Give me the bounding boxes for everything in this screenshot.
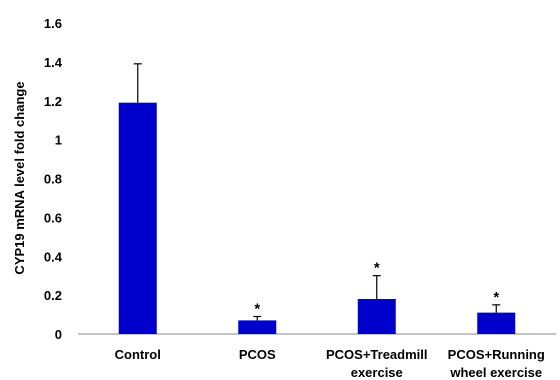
error-bars — [133, 63, 501, 321]
y-tick-label: 1 — [55, 133, 62, 148]
y-tick-label: 1.6 — [44, 16, 62, 31]
significance-asterisk: * — [374, 260, 380, 277]
x-category-label: PCOS+Treadmill — [326, 347, 428, 362]
y-tick-label: 0.4 — [44, 249, 63, 264]
x-category-label: Control — [115, 347, 161, 362]
x-category-label: exercise — [351, 365, 403, 380]
significance-asterisk: * — [493, 289, 499, 306]
x-category-label: wheel exercise — [449, 365, 542, 380]
y-tick-labels: 0 0.2 0.4 0.6 0.8 1 1.2 1.4 1.6 — [44, 16, 63, 342]
y-tick-label: 0.6 — [44, 210, 62, 225]
y-tick-label: 1.4 — [44, 55, 63, 70]
x-category-label: PCOS — [239, 347, 276, 362]
category-labels: Control PCOS PCOS+Treadmill exercise PCOS+Ru… — [115, 347, 545, 380]
y-tick-label: 0.2 — [44, 288, 62, 303]
bar — [118, 102, 157, 334]
y-tick-label: 0 — [55, 327, 62, 342]
y-tick-label: 1.2 — [44, 94, 62, 109]
significance-markers: * * * — [254, 260, 499, 318]
bar — [357, 299, 396, 334]
y-tick-label: 0.8 — [44, 172, 62, 187]
significance-asterisk: * — [254, 301, 260, 318]
bars — [118, 102, 516, 334]
bar — [238, 320, 277, 334]
y-axis-title: CYP19 mRNA level fold change — [12, 81, 27, 274]
bar — [477, 312, 516, 334]
y-axis-title-group: CYP19 mRNA level fold change — [12, 81, 27, 274]
x-category-label: PCOS+Running — [448, 347, 545, 362]
